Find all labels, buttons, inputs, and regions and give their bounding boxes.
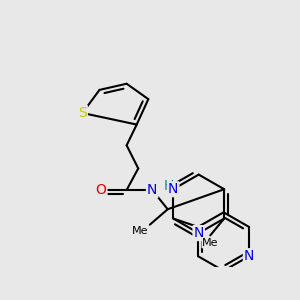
Text: N: N: [147, 183, 158, 197]
Text: H: H: [164, 179, 174, 193]
Text: S: S: [78, 106, 87, 120]
Text: N: N: [194, 226, 204, 240]
Text: N: N: [244, 249, 254, 263]
Text: N: N: [168, 182, 178, 196]
Text: Me: Me: [202, 238, 218, 248]
Text: Me: Me: [132, 226, 148, 236]
Text: O: O: [96, 183, 106, 197]
